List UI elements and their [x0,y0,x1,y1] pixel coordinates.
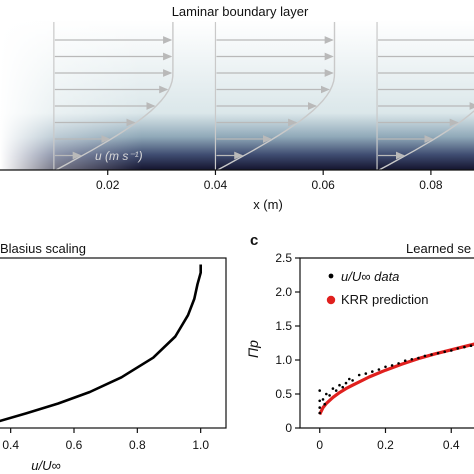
data-point [341,385,345,389]
data-point [348,377,351,381]
data-point [318,406,322,409]
x-axis-label-a: x (m) [253,197,283,212]
x-tick-label-b: 0.4 [2,438,19,452]
chart-title-learned: Learned se [406,241,471,256]
x-tick-label-a: 0.08 [419,178,443,192]
data-point [318,389,322,392]
y-axis-label-c: Πp [245,340,261,358]
learned-series [318,342,474,416]
data-point [403,359,407,363]
data-point [443,350,447,354]
x-tick-label-a: 0.02 [96,178,120,192]
data-point [338,383,341,387]
data-point [377,368,381,371]
x-ticks-b: 0.4 0.6 0.8 1.0 [2,428,209,452]
data-point [328,394,331,397]
y-tick-label-c: 0.5 [275,387,292,401]
chart-title-boundary-layer: Laminar boundary layer [172,4,309,19]
data-point [469,344,473,348]
x-tick-label-c: 0 [316,438,323,452]
y-axis-label-c-text: Πp [245,340,261,358]
velocity-profile-curve [378,110,474,170]
y-ticks-c: 0 0.5 1.0 1.5 2.0 2.5 [275,251,300,435]
x-tick-label-b: 1.0 [192,438,209,452]
data-point [318,399,322,403]
krr-prediction-line [318,342,474,416]
legend-c: u/U∞ data KRR prediction [326,269,428,307]
data-point [318,411,322,415]
data-point [397,362,400,365]
data-point [364,372,368,375]
data-point [456,347,460,350]
data-point [323,402,327,406]
x-tick-label-c: 0.2 [377,438,394,452]
legend-marker-data [328,273,334,279]
data-point [325,392,328,396]
x-axis-label-b: u/U∞ [31,458,61,473]
data-point [390,364,394,367]
velocity-label: u (m s⁻¹) [95,149,143,163]
data-point [331,387,335,390]
data-point [351,379,354,382]
x-ticks-a: 0.02 0.04 0.06 0.08 [96,170,443,192]
legend-label-data: u/U∞ data [341,269,399,284]
x-tick-label-c: 0.4 [443,438,460,452]
data-point [384,365,387,369]
data-point [357,373,361,377]
data-point [430,353,433,356]
x-tick-label-a: 0.06 [312,178,336,192]
plot-frame-c [299,257,474,429]
y-tick-label-c: 2.5 [275,251,292,265]
data-point [417,356,420,360]
blasius-line [0,264,202,423]
x-tick-label-a: 0.04 [204,178,228,192]
data-point [436,351,440,355]
blasius-panel: Blasius scaling 0.4 0.6 0.8 1.0 u/U∞ [0,241,227,473]
boundary-layer-panel: Laminar boundary layer u (m s⁻¹) 0.02 0.0… [0,4,474,212]
data-point [410,358,414,361]
y-tick-label-c: 1.0 [275,353,292,367]
data-point [344,381,348,385]
y-tick-label-c: 1.5 [275,319,292,333]
legend-marker-krr [326,295,336,305]
x-ticks-c: 0 0.2 0.4 [316,428,460,452]
y-tick-label-c: 0 [285,421,292,435]
x-tick-label-b: 0.6 [66,438,83,452]
data-point [321,398,325,401]
legend-label-krr: KRR prediction [341,292,428,307]
data-point [463,345,466,349]
chart-title-blasius: Blasius scaling [0,241,86,256]
x-tick-label-b: 0.8 [129,438,146,452]
data-point [334,389,338,392]
velocity-profile-curve [55,22,174,170]
velocity-profiles [53,22,474,170]
leading-edge-fade [0,20,474,170]
panel-letter-c: c [250,232,258,249]
velocity-profile-curve [217,22,336,170]
data-point [371,370,374,373]
data-point [423,354,427,358]
y-tick-label-c: 2.0 [275,285,292,299]
learned-scaling-panel: c Learned se Πp 0 0.5 1.0 1.5 2.0 2.5 0 0.2 0.4… [245,232,474,452]
plot-frame-b [0,257,227,429]
blasius-series [0,264,202,423]
data-point [450,349,453,352]
